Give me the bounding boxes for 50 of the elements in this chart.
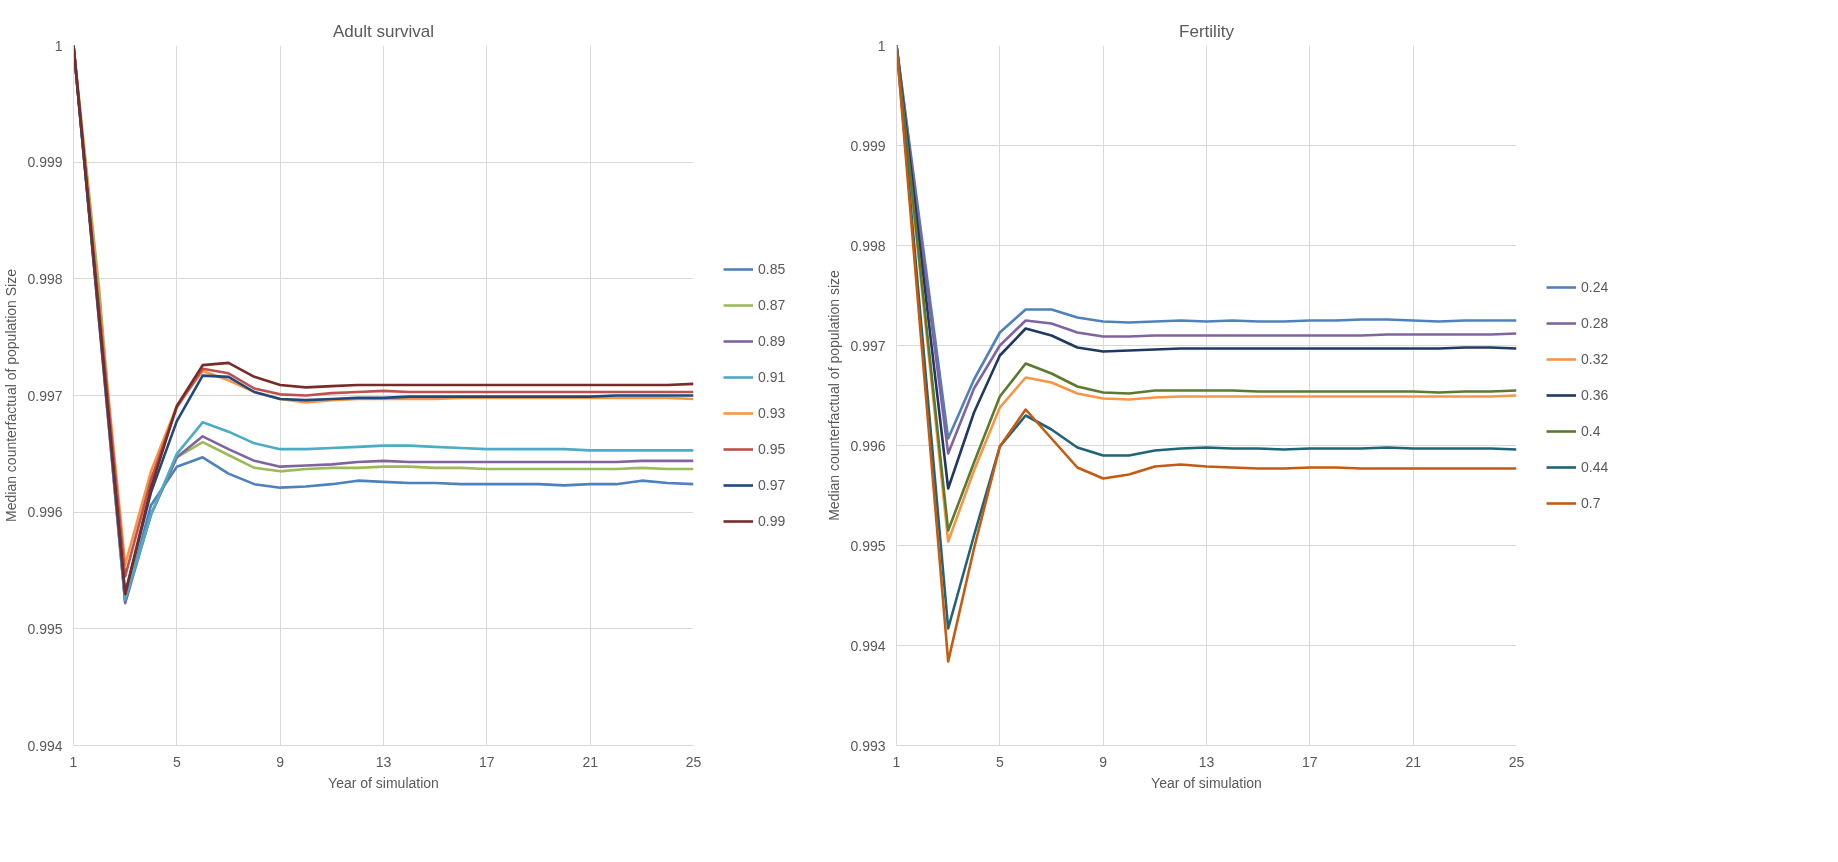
y-axis-title: Median counterfactual of population size [826, 269, 843, 521]
y-tick-label: 0.996 [27, 504, 63, 521]
y-tick-label: 0.994 [850, 637, 886, 654]
x-tick-label: 25 [1508, 753, 1525, 770]
legend-label: 0.89 [758, 333, 786, 349]
x-axis-title: Year of simulation [328, 774, 439, 791]
x-tick-label: 21 [582, 753, 599, 770]
legend-label: 0.99 [758, 513, 786, 529]
chart-title: Adult survival [332, 21, 435, 41]
legend-label: 0.85 [758, 261, 786, 277]
y-tick-label: 0.996 [850, 437, 886, 454]
y-tick-label: 0.994 [27, 737, 63, 754]
x-tick-label: 13 [1198, 753, 1215, 770]
x-tick-label: 25 [685, 753, 702, 770]
x-tick-label: 5 [995, 753, 1004, 770]
y-tick-label: 0.995 [850, 537, 886, 554]
y-tick-label: 0.997 [850, 337, 886, 354]
y-tick-label: 0.993 [850, 737, 886, 754]
x-tick-label: 9 [276, 753, 285, 770]
y-tick-label: 0.999 [850, 137, 886, 154]
legend-label: 0.44 [1581, 459, 1609, 475]
y-tick-label: 0.998 [27, 270, 63, 287]
y-tick-label: 0.997 [27, 387, 63, 404]
y-tick-label: 1 [54, 37, 63, 54]
y-tick-label: 1 [877, 37, 886, 54]
legend-label: 0.4 [1581, 423, 1601, 439]
x-tick-label: 17 [479, 753, 495, 770]
y-tick-label: 0.999 [27, 154, 63, 171]
legend-label: 0.24 [1581, 279, 1609, 295]
legend-label: 0.91 [758, 369, 786, 385]
legend-label: 0.97 [758, 477, 786, 493]
y-axis-title: Median counterfactual of population Size [3, 268, 20, 522]
x-tick-label: 1 [69, 753, 78, 770]
x-tick-label: 13 [375, 753, 392, 770]
y-tick-label: 0.998 [850, 237, 886, 254]
x-tick-label: 21 [1405, 753, 1422, 770]
x-tick-label: 17 [1302, 753, 1318, 770]
legend-label: 0.7 [1581, 495, 1601, 511]
x-axis-title: Year of simulation [1151, 774, 1262, 791]
legend-label: 0.93 [758, 405, 786, 421]
legend-label: 0.36 [1581, 387, 1609, 403]
legend-label: 0.87 [758, 297, 786, 313]
legend-label: 0.32 [1581, 351, 1609, 367]
x-tick-label: 1 [892, 753, 901, 770]
y-tick-label: 0.995 [27, 620, 63, 637]
x-tick-label: 5 [172, 753, 181, 770]
legend-label: 0.95 [758, 441, 786, 457]
legend-label: 0.28 [1581, 315, 1609, 331]
x-tick-label: 9 [1099, 753, 1108, 770]
chart-title: Fertility [1179, 21, 1235, 41]
